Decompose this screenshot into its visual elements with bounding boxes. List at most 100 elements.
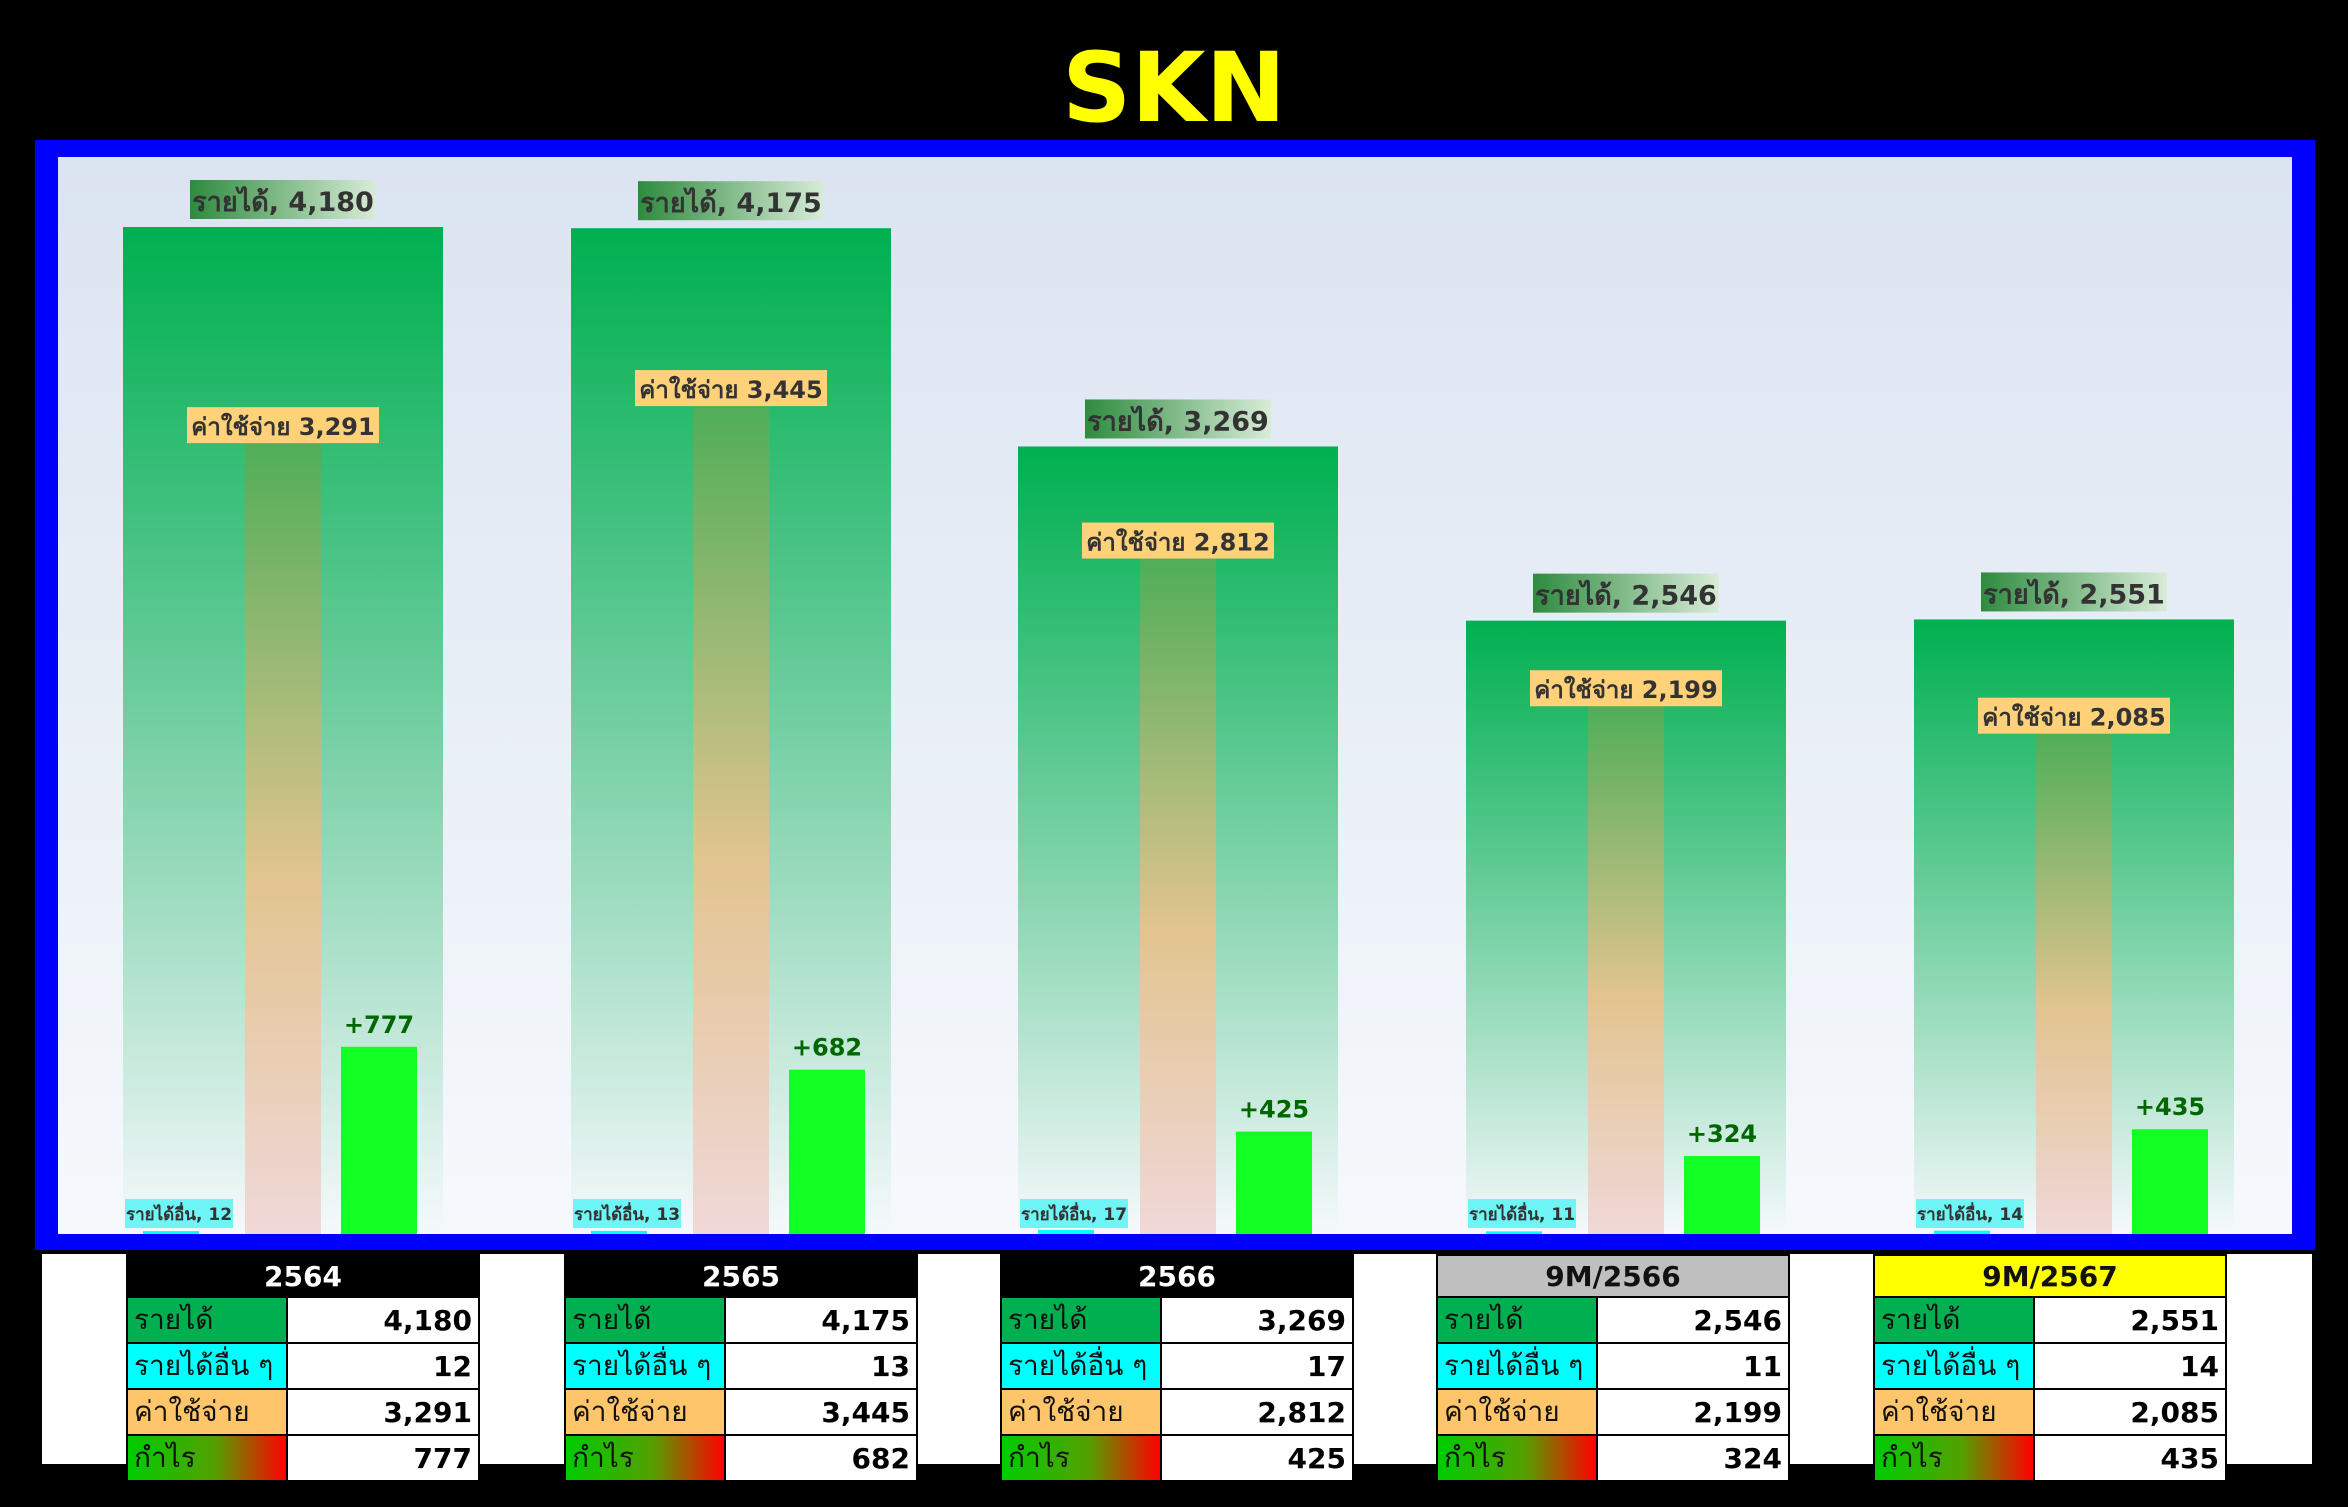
expense-data-label-bg (1978, 697, 2170, 734)
profit-bar (1236, 1131, 1312, 1234)
revenue-data-label-bg (1085, 399, 1271, 439)
row-label: รายได้ (1000, 1296, 1162, 1344)
row-label: กำไร (1000, 1434, 1162, 1482)
table-row: กำไร 324 (1436, 1434, 1790, 1482)
expense-data-label-bg (1530, 670, 1722, 707)
row-label: รายได้อื่น ๆ (1873, 1342, 2035, 1390)
row-value: 3,269 (1160, 1296, 1354, 1344)
revenue-data-label-bg (1981, 572, 2167, 612)
row-label: ค่าใช้จ่าย (1436, 1388, 1598, 1436)
row-value: 682 (724, 1434, 918, 1482)
expense-bar (2036, 731, 2112, 1234)
row-label: กำไร (564, 1434, 726, 1482)
row-value: 4,180 (286, 1296, 480, 1344)
table-period-header: 2566 (1000, 1254, 1354, 1298)
table-row: ค่าใช้จ่าย 2,812 (1000, 1388, 1354, 1436)
summary-table: 9M/2566 รายได้ 2,546 รายได้อื่น ๆ 11 ค่าใช้จ่… (1436, 1254, 1790, 1482)
profit-data-label: +682 (792, 1034, 862, 1062)
table-row: กำไร 777 (126, 1434, 480, 1482)
table-row: รายได้อื่น ๆ 13 (564, 1342, 918, 1390)
other-income-data-label-bg (573, 1199, 681, 1228)
table-row: ค่าใช้จ่าย 3,291 (126, 1388, 480, 1436)
expense-bar (1140, 556, 1216, 1234)
expense-data-label-bg (635, 370, 827, 407)
table-row: ค่าใช้จ่าย 2,085 (1873, 1388, 2227, 1436)
expense-data-label-bg (187, 407, 379, 444)
row-label: รายได้ (126, 1296, 288, 1344)
expense-data-label: ค่าใช้จ่าย 2,199 (1534, 675, 1717, 704)
row-label: กำไร (1873, 1434, 2035, 1482)
row-value: 14 (2033, 1342, 2227, 1390)
table-row: รายได้ 2,551 (1873, 1296, 2227, 1344)
row-value: 4,175 (724, 1296, 918, 1344)
other-income-data-label-bg (1916, 1199, 2024, 1228)
table-period-header: 9M/2566 (1436, 1254, 1790, 1298)
profit-bar (2132, 1129, 2208, 1234)
other-income-data-label-bg (1468, 1199, 1576, 1228)
table-row: รายได้ 2,546 (1436, 1296, 1790, 1344)
other-income-data-label: รายได้อื่น, 12 (126, 1202, 232, 1225)
table-period-header: 2564 (126, 1254, 480, 1298)
expense-bar (1588, 704, 1664, 1234)
row-value: 425 (1160, 1434, 1354, 1482)
expense-data-label: ค่าใช้จ่าย 2,085 (1982, 703, 2165, 732)
other-income-data-label: รายได้อื่น, 11 (1469, 1202, 1575, 1225)
profit-bar (341, 1046, 417, 1234)
row-value: 2,812 (1160, 1388, 1354, 1436)
row-label: รายได้ (1436, 1296, 1598, 1344)
revenue-data-label: รายได้, 2,551 (1983, 578, 2165, 610)
row-label: กำไร (1436, 1434, 1598, 1482)
expense-bar (245, 441, 321, 1234)
row-label: รายได้ (1873, 1296, 2035, 1344)
profit-bar (789, 1069, 865, 1234)
table-row: รายได้ 4,175 (564, 1296, 918, 1344)
summary-table: 2566 รายได้ 3,269 รายได้อื่น ๆ 17 ค่าใช้จ่าย 2… (1000, 1254, 1354, 1482)
summary-table: 9M/2567 รายได้ 2,551 รายได้อื่น ๆ 14 ค่าใช้จ่… (1873, 1254, 2227, 1482)
row-label: รายได้อื่น ๆ (1000, 1342, 1162, 1390)
row-label: รายได้อื่น ๆ (126, 1342, 288, 1390)
table-period-header: 9M/2567 (1873, 1254, 2227, 1298)
revenue-data-label-bg (1533, 573, 1719, 613)
row-value: 2,546 (1596, 1296, 1790, 1344)
table-row: ค่าใช้จ่าย 3,445 (564, 1388, 918, 1436)
profit-bar (1684, 1155, 1760, 1234)
revenue-data-label: รายได้, 4,180 (192, 186, 374, 218)
expense-bar (693, 404, 769, 1234)
expense-data-label: ค่าใช้จ่าย 3,445 (639, 375, 822, 404)
revenue-data-label-bg (638, 181, 824, 221)
bar-chart: รายได้, 4,180 ค่าใช้จ่าย 3,291 รายได้อื่น,… (58, 157, 2292, 1235)
table-row: รายได้อื่น ๆ 14 (1873, 1342, 2227, 1390)
row-value: 3,291 (286, 1388, 480, 1436)
row-value: 11 (1596, 1342, 1790, 1390)
profit-data-label: +324 (1687, 1120, 1757, 1148)
row-value: 12 (286, 1342, 480, 1390)
table-row: กำไร 435 (1873, 1434, 2227, 1482)
summary-table: 2565 รายได้ 4,175 รายได้อื่น ๆ 13 ค่าใช้จ่าย 3… (564, 1254, 918, 1482)
expense-data-label-bg (1082, 522, 1274, 559)
row-label: ค่าใช้จ่าย (564, 1388, 726, 1436)
row-value: 17 (1160, 1342, 1354, 1390)
table-row: รายได้อื่น ๆ 12 (126, 1342, 480, 1390)
other-income-data-label-bg (125, 1199, 233, 1228)
revenue-data-label: รายได้, 4,175 (640, 187, 822, 219)
row-value: 777 (286, 1434, 480, 1482)
profit-data-label: +435 (2135, 1093, 2205, 1121)
row-value: 13 (724, 1342, 918, 1390)
row-label: ค่าใช้จ่าย (1000, 1388, 1162, 1436)
row-label: ค่าใช้จ่าย (1873, 1388, 2035, 1436)
row-value: 435 (2033, 1434, 2227, 1482)
row-label: กำไร (126, 1434, 288, 1482)
revenue-data-label-bg (190, 180, 376, 219)
table-row: รายได้ 3,269 (1000, 1296, 1354, 1344)
chart-frame: รายได้, 4,180 ค่าใช้จ่าย 3,291 รายได้อื่น,… (35, 140, 2315, 1250)
table-row: กำไร 425 (1000, 1434, 1354, 1482)
table-row: กำไร 682 (564, 1434, 918, 1482)
table-row: รายได้อื่น ๆ 17 (1000, 1342, 1354, 1390)
revenue-data-label: รายได้, 3,269 (1087, 405, 1269, 437)
row-label: ค่าใช้จ่าย (126, 1388, 288, 1436)
row-label: รายได้ (564, 1296, 726, 1344)
expense-data-label: ค่าใช้จ่าย 3,291 (191, 412, 374, 441)
other-income-data-label: รายได้อื่น, 14 (1917, 1202, 2023, 1225)
other-income-bar (1038, 1229, 1094, 1234)
row-value: 3,445 (724, 1388, 918, 1436)
